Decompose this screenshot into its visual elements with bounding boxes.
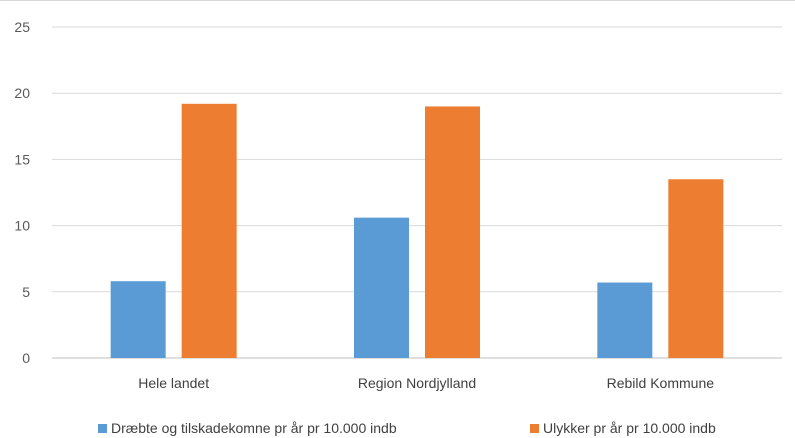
x-tick-label: Hele landet [138, 375, 209, 391]
x-tick-label: Rebild Kommune [607, 375, 715, 391]
legend-label: Dræbte og tilskadekomne pr år pr 10.000 … [111, 420, 397, 436]
legend-swatch [530, 424, 539, 433]
x-axis-ticks: Hele landet Region Nordjylland Rebild Komm… [138, 375, 714, 391]
bar-ulykker-2 [668, 179, 724, 358]
gridlines [52, 26, 782, 359]
legend-swatch [98, 424, 107, 433]
chart-top-border [0, 0, 795, 1]
y-tick-label: 20 [14, 85, 30, 101]
bar-ulykker-0 [181, 103, 237, 359]
y-tick-label: 5 [22, 284, 30, 300]
y-tick-label: 0 [22, 350, 30, 366]
bar-draebte-2 [597, 282, 653, 358]
legend: Dræbte og tilskadekomne pr år pr 10.000 … [98, 420, 716, 436]
bar-draebte-0 [110, 281, 166, 358]
bar-draebte-1 [354, 217, 409, 358]
legend-label: Ulykker pr år pr 10.000 indb [543, 420, 716, 436]
bar-ulykker-1 [425, 106, 480, 358]
bars [110, 103, 724, 359]
x-tick-label: Region Nordjylland [358, 375, 476, 391]
y-tick-label: 15 [14, 151, 30, 167]
y-tick-label: 25 [14, 19, 30, 35]
y-axis-ticks: 0 5 10 15 20 25 [14, 19, 30, 366]
y-tick-label: 10 [14, 218, 30, 234]
